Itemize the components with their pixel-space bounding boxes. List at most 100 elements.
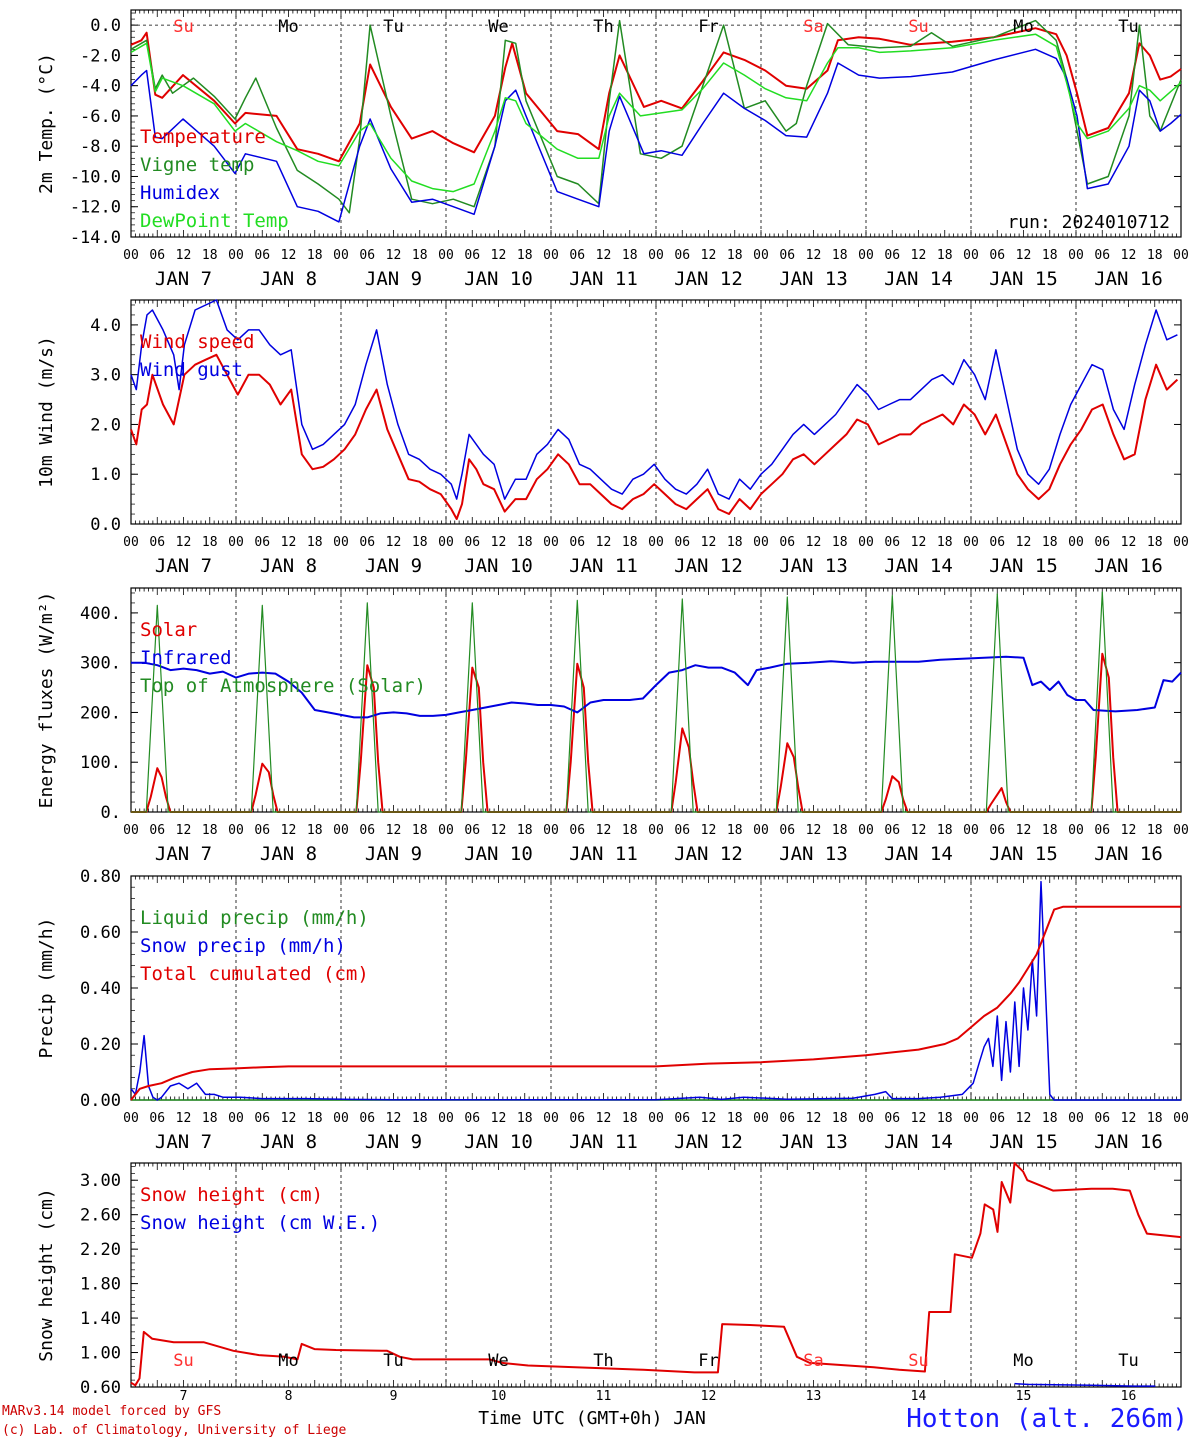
- y-tick-label: 200.: [80, 703, 121, 723]
- hour-tick-label: 00: [648, 248, 664, 263]
- hour-tick-label: 12: [491, 1111, 507, 1126]
- hour-tick-label: 18: [1042, 823, 1058, 838]
- hour-tick-label: 18: [202, 248, 218, 263]
- hour-tick-label: 06: [989, 1111, 1005, 1126]
- hour-tick-label: 12: [176, 248, 192, 263]
- legend-entry: Wind gust: [140, 359, 243, 381]
- hour-tick-label: 12: [911, 1111, 927, 1126]
- credit-line-2: (c) Lab. of Climatology, University of L…: [2, 1423, 347, 1438]
- hour-tick-label: 06: [569, 535, 585, 550]
- hour-tick-label: 12: [806, 823, 822, 838]
- hour-tick-label: 00: [438, 248, 454, 263]
- weekday-label: Sa: [803, 1351, 823, 1371]
- hour-tick-label: 12: [1016, 1111, 1032, 1126]
- hour-tick-label: 12: [596, 823, 612, 838]
- hour-tick-label: 00: [963, 823, 979, 838]
- hour-tick-label: 06: [149, 823, 165, 838]
- hour-tick-label: 00: [438, 1111, 454, 1126]
- weekday-label: Mo: [1013, 1351, 1033, 1371]
- legend-entry: Snow precip (mm/h): [140, 935, 346, 957]
- weekday-label: Su: [173, 17, 193, 37]
- date-label: JAN 16: [1094, 268, 1163, 290]
- hour-tick-label: 06: [359, 823, 375, 838]
- y-tick-label: 0.80: [80, 867, 121, 887]
- hour-tick-label: 00: [123, 248, 139, 263]
- weekday-label: Su: [173, 1351, 193, 1371]
- hour-tick-label: 00: [543, 823, 559, 838]
- hour-tick-label: 06: [674, 248, 690, 263]
- date-label: JAN 15: [989, 268, 1058, 290]
- hour-tick-label: 18: [727, 535, 743, 550]
- date-label: JAN 10: [464, 843, 533, 865]
- hour-tick-label: 12: [596, 1111, 612, 1126]
- station-name: Hotton (alt. 266m): [906, 1404, 1188, 1434]
- y-tick-label: -8.0: [80, 137, 121, 157]
- hour-tick-label: 12: [1016, 248, 1032, 263]
- date-label: JAN 13: [779, 843, 848, 865]
- hour-tick-label: 18: [1147, 823, 1163, 838]
- legend-entry: Solar: [140, 619, 197, 641]
- hour-tick-label: 18: [1147, 248, 1163, 263]
- hour-tick-label: 00: [333, 1111, 349, 1126]
- hour-tick-label: 00: [753, 823, 769, 838]
- hour-tick-label: 06: [254, 823, 270, 838]
- hour-tick-label: 06: [359, 535, 375, 550]
- weekday-label: Tu: [383, 1351, 403, 1371]
- hour-tick-label: 06: [1094, 535, 1110, 550]
- hour-tick-label: 12: [701, 823, 717, 838]
- date-label: JAN 15: [989, 843, 1058, 865]
- hour-tick-label: 18: [1147, 1111, 1163, 1126]
- legend-entry: Humidex: [140, 182, 220, 204]
- date-label: JAN 16: [1094, 555, 1163, 577]
- series-snow-height-cm-w-e-: [1014, 1382, 1156, 1387]
- hour-tick-label: 00: [648, 1111, 664, 1126]
- legend-entry: Snow height (cm): [140, 1184, 323, 1206]
- series-total-cumulated-cm-: [130, 905, 1181, 1101]
- hour-tick-label: 12: [701, 535, 717, 550]
- y-tick-label: 0.60: [80, 1378, 121, 1398]
- hour-tick-label: 18: [832, 1111, 848, 1126]
- y-tick-label: 1.40: [80, 1309, 121, 1329]
- date-label: JAN 16: [1094, 1131, 1163, 1153]
- series-infrared: [131, 655, 1182, 719]
- hour-tick-label: 18: [307, 1111, 323, 1126]
- series-temperature: [130, 27, 1182, 163]
- y-tick-label: 100.: [80, 753, 121, 773]
- hour-tick-label: 06: [149, 1111, 165, 1126]
- hour-tick-label: 12: [386, 823, 402, 838]
- hour-tick-label: 12: [281, 823, 297, 838]
- hour-tick-label: 12: [386, 535, 402, 550]
- series-snow-height-cm-: [130, 1162, 1182, 1387]
- y-tick-label: 0.: [101, 803, 121, 823]
- hour-tick-label: 00: [543, 535, 559, 550]
- weekday-label: Su: [908, 17, 928, 37]
- hour-tick-label: 18: [622, 535, 638, 550]
- hour-tick-label: 06: [989, 535, 1005, 550]
- hour-tick-label: 06: [779, 248, 795, 263]
- hour-tick-label: 12: [1016, 535, 1032, 550]
- date-label: JAN 10: [464, 555, 533, 577]
- weekday-label: Th: [593, 17, 613, 37]
- hour-tick-label: 06: [254, 1111, 270, 1126]
- date-label: JAN 11: [569, 843, 638, 865]
- hour-tick-label: 00: [1068, 535, 1084, 550]
- date-label: JAN 9: [365, 268, 422, 290]
- date-label: JAN 7: [155, 555, 212, 577]
- hour-tick-label: 18: [517, 248, 533, 263]
- date-label: JAN 16: [1094, 843, 1163, 865]
- hour-tick-label: 12: [701, 248, 717, 263]
- hour-tick-label: 00: [1173, 248, 1189, 263]
- weekday-label: Su: [908, 1351, 928, 1371]
- hour-tick-label: 00: [858, 823, 874, 838]
- hour-tick-label: 06: [884, 823, 900, 838]
- day-number-label: 14: [911, 1389, 927, 1404]
- hour-tick-label: 06: [464, 1111, 480, 1126]
- hour-tick-label: 12: [176, 823, 192, 838]
- y-tick-label: 1.80: [80, 1275, 121, 1295]
- hour-tick-label: 18: [937, 535, 953, 550]
- hour-tick-label: 00: [1068, 248, 1084, 263]
- hour-tick-label: 00: [858, 248, 874, 263]
- hour-tick-label: 12: [596, 535, 612, 550]
- weekday-label: Tu: [1118, 17, 1138, 37]
- hour-tick-label: 06: [779, 823, 795, 838]
